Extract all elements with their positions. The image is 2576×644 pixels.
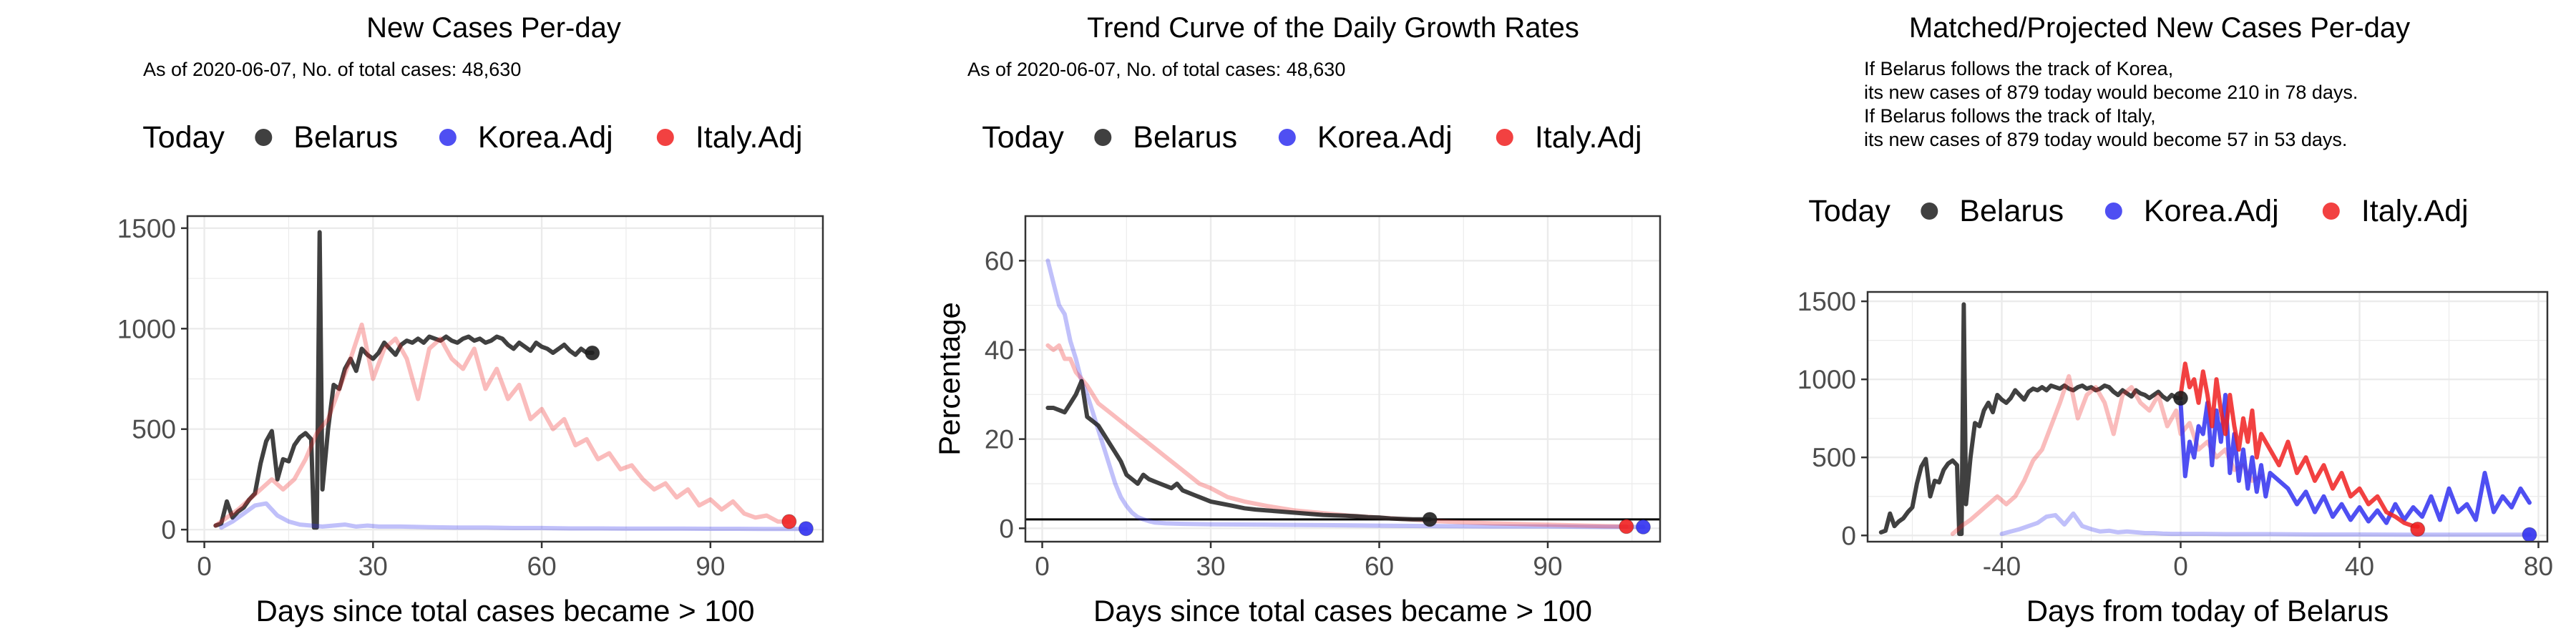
legend-swatch-belarus <box>1094 129 1112 146</box>
series-line-belarus <box>1878 302 2183 537</box>
x-tick-label: 30 <box>1196 552 1225 581</box>
y-tick-label: 0 <box>1841 521 1856 550</box>
legend-label-italy-adj: Italy.Adj <box>696 120 803 155</box>
series-line-korea-adj-past <box>1999 511 2532 537</box>
y-tick-label: 60 <box>985 246 1014 275</box>
series-line-korea-adj <box>2178 393 2532 525</box>
y-tick-label: 1000 <box>1797 365 1856 394</box>
today-point-italy-adj <box>2410 522 2426 537</box>
legend-label-belarus: Belarus <box>1959 194 2064 228</box>
series-group <box>1045 258 1646 530</box>
legend: Today Belarus Korea.Adj Italy.Adj <box>142 120 802 155</box>
legend-label-italy-adj: Italy.Adj <box>1535 120 1642 155</box>
x-tick-label: 0 <box>197 552 212 581</box>
plot-border <box>1024 215 1662 543</box>
series-line-belarus <box>213 230 595 530</box>
today-point-korea-adj <box>1635 519 1651 535</box>
x-tick-label: -40 <box>1983 552 2021 581</box>
axes: -40 0 40 80 0 500 1000 1500 Days from today of B… <box>1797 287 2553 628</box>
series-line-korea-adj <box>1045 258 1646 530</box>
x-tick-label: 0 <box>2173 552 2188 581</box>
today-point-korea-adj <box>2522 527 2537 542</box>
x-axis-label: Days since total cases became > 100 <box>256 594 755 628</box>
legend-swatch-italy-adj <box>656 129 674 146</box>
x-tick-label: 90 <box>696 552 725 581</box>
series-line-italy-adj <box>2178 361 2420 529</box>
chart-subtitle: As of 2020-06-07, No. of total cases: 48… <box>143 59 521 80</box>
plot-area <box>186 215 824 543</box>
annotation-line: its new cases of 879 today would become … <box>1864 82 2358 103</box>
series-line-italy-adj <box>213 322 791 528</box>
x-tick-label: 0 <box>1035 552 1050 581</box>
legend-label-italy-adj: Italy.Adj <box>2361 194 2469 228</box>
axes: 0 30 60 90 0 500 1000 1500 Days since total case… <box>117 214 755 628</box>
y-tick-label: 20 <box>985 425 1014 454</box>
x-tick-label: 60 <box>1365 552 1394 581</box>
legend-label-today: Today <box>1808 194 1890 228</box>
x-tick-label: 80 <box>2524 552 2553 581</box>
today-point-belarus <box>585 345 600 361</box>
plot-area <box>1024 215 1662 543</box>
y-tick-label: 40 <box>985 336 1014 365</box>
chart-subtitle: As of 2020-06-07, No. of total cases: 48… <box>967 59 1345 80</box>
y-tick-label: 1500 <box>117 214 176 243</box>
legend-label-today: Today <box>142 120 225 155</box>
legend-swatch-korea-adj <box>2104 203 2122 220</box>
annotation-line: If Belarus follows the track of Italy, <box>1864 105 2156 127</box>
x-tick-label: 60 <box>527 552 557 581</box>
plot-border <box>1866 291 2549 543</box>
y-tick-label: 1000 <box>117 314 176 343</box>
legend: Today Belarus Korea.Adj Italy.Adj <box>982 120 1641 155</box>
x-tick-label: 40 <box>2345 552 2374 581</box>
y-tick-label: 500 <box>132 415 176 444</box>
series-line-belarus <box>1045 379 1433 522</box>
today-point-italy-adj <box>1619 519 1634 535</box>
x-tick-label: 90 <box>1533 552 1562 581</box>
plot-border <box>186 215 824 543</box>
x-tick-label: 30 <box>358 552 388 581</box>
x-axis-label: Days since total cases became > 100 <box>1093 594 1592 628</box>
axes: 0 30 60 90 0 20 40 60 Days since total cases bec… <box>932 246 1592 628</box>
chart-panel-1: New Cases Per-day As of 2020-06-07, No. o… <box>117 12 824 628</box>
today-point-belarus <box>2173 391 2188 406</box>
chart-title: Trend Curve of the Daily Growth Rates <box>1087 12 1579 44</box>
annotation-line: If Belarus follows the track of Korea, <box>1864 58 2173 79</box>
legend-swatch-italy-adj <box>2322 203 2340 220</box>
x-axis-label: Days from today of Belarus <box>2026 594 2389 628</box>
series-group <box>213 230 809 532</box>
today-point-korea-adj <box>798 521 814 537</box>
legend-swatch-italy-adj <box>1496 129 1513 146</box>
legend-label-today: Today <box>982 120 1064 155</box>
legend-swatch-korea-adj <box>1278 129 1296 146</box>
legend-swatch-belarus <box>255 129 273 146</box>
chart-panel-2: Trend Curve of the Daily Growth Rates As … <box>932 12 1662 628</box>
y-tick-label: 0 <box>161 515 176 545</box>
annotation-line: its new cases of 879 today would become … <box>1864 129 2347 150</box>
y-tick-label: 500 <box>1812 443 1856 472</box>
legend-swatch-belarus <box>1921 203 1938 220</box>
series-group <box>1878 302 2532 537</box>
legend-label-korea-adj: Korea.Adj <box>2144 194 2279 228</box>
y-tick-label: 1500 <box>1797 287 1856 316</box>
legend: Today Belarus Korea.Adj Italy.Adj <box>1808 194 2468 228</box>
chart-title: New Cases Per-day <box>366 12 621 44</box>
legend-label-belarus: Belarus <box>293 120 398 155</box>
plot-area <box>1866 291 2549 543</box>
today-point-belarus <box>1422 512 1438 527</box>
y-axis-label: Percentage <box>932 302 966 456</box>
legend-label-korea-adj: Korea.Adj <box>478 120 613 155</box>
legend-label-korea-adj: Korea.Adj <box>1317 120 1453 155</box>
legend-swatch-korea-adj <box>439 129 457 146</box>
chart-title: Matched/Projected New Cases Per-day <box>1909 12 2410 44</box>
y-tick-label: 0 <box>999 514 1014 543</box>
today-point-italy-adj <box>781 514 797 530</box>
plot-background <box>1025 216 1660 542</box>
legend-label-belarus: Belarus <box>1133 120 1237 155</box>
chart-panel-3: Matched/Projected New Cases Per-day If Be… <box>1797 12 2553 628</box>
series-line-korea-adj <box>219 501 809 532</box>
